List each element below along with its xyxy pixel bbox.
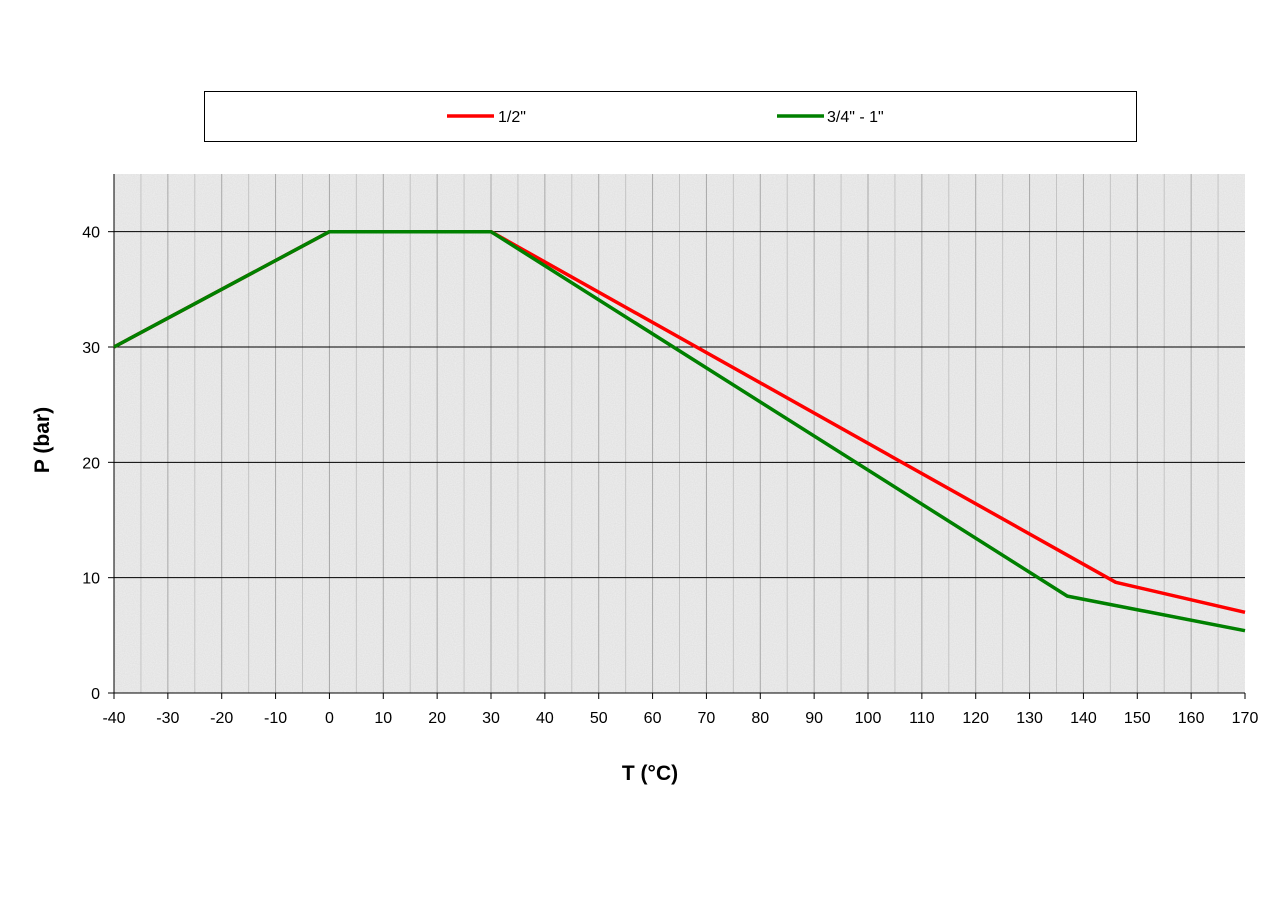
x-tick-labels: -40 -30 -20 -10 0 10 20 30 40 50 60 70 80 90 100 110 120… xyxy=(102,710,1258,727)
y-tick-label: 0 xyxy=(91,686,100,703)
legend-box xyxy=(204,91,1137,142)
x-tick-label: 90 xyxy=(805,710,823,727)
x-tick-label: 10 xyxy=(374,710,392,727)
x-tick-label: 60 xyxy=(644,710,662,727)
y-tick-label: 20 xyxy=(82,455,100,472)
x-tick-label: -30 xyxy=(156,710,179,727)
x-tick-label: 20 xyxy=(428,710,446,727)
legend-label-series-2: 3/4" - 1" xyxy=(827,109,884,126)
x-tick-label: 120 xyxy=(962,710,989,727)
x-tick-label: 40 xyxy=(536,710,554,727)
x-tick-label: -40 xyxy=(102,710,125,727)
x-tick-label: 170 xyxy=(1232,710,1259,727)
x-axis-title: T (°C) xyxy=(622,762,678,785)
y-tick-labels: 0 10 20 30 40 xyxy=(82,225,100,703)
x-tick-label: 70 xyxy=(698,710,716,727)
x-tick-label: 100 xyxy=(855,710,882,727)
x-tick-label: 150 xyxy=(1124,710,1151,727)
x-tick-label: 140 xyxy=(1070,710,1097,727)
x-tick-label: 110 xyxy=(909,710,935,727)
y-tick-label: 10 xyxy=(82,571,100,588)
x-tick-label: 0 xyxy=(325,710,334,727)
x-tick-label: -20 xyxy=(210,710,233,727)
series-layer xyxy=(113,229,1246,633)
x-tick-label: 50 xyxy=(590,710,608,727)
y-tick-label: 40 xyxy=(82,225,100,242)
axes xyxy=(108,174,1246,699)
x-tick-label: 130 xyxy=(1016,710,1043,727)
y-axis-title: P (bar) xyxy=(31,407,54,473)
series-line-2 xyxy=(113,229,1246,633)
y-tick-label: 30 xyxy=(82,340,100,357)
x-tick-label: 160 xyxy=(1178,710,1205,727)
gridlines xyxy=(114,174,1245,693)
legend: 1/2" 3/4" - 1" xyxy=(204,91,1137,142)
x-tick-label: -10 xyxy=(264,710,287,727)
legend-label-series-1: 1/2" xyxy=(498,109,526,126)
x-tick-label: 30 xyxy=(482,710,500,727)
x-tick-label: 80 xyxy=(751,710,769,727)
